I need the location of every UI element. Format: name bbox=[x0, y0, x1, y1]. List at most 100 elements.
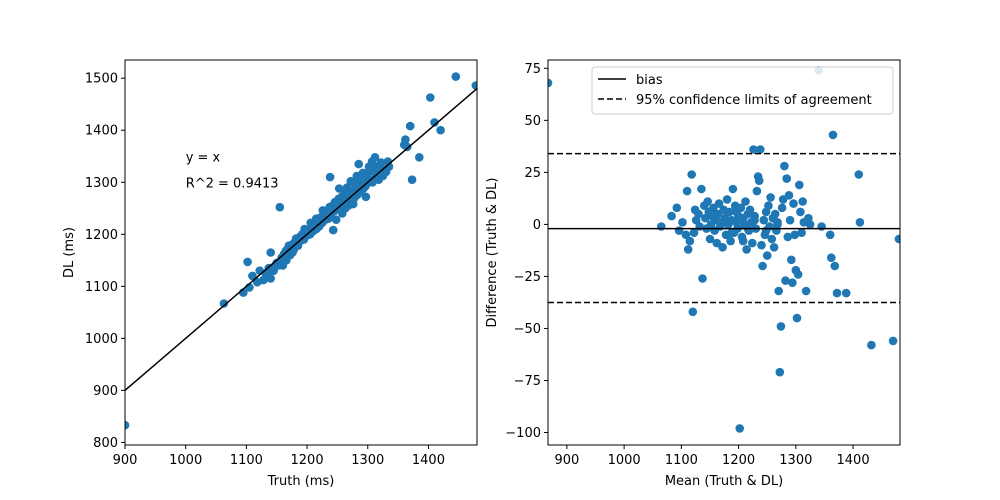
y-tick-label: −25 bbox=[514, 270, 541, 285]
x-tick-label: 1100 bbox=[230, 453, 263, 468]
data-point bbox=[705, 234, 715, 244]
data-point bbox=[402, 142, 412, 152]
data-point bbox=[698, 274, 707, 283]
data-point bbox=[683, 245, 693, 254]
data-point bbox=[784, 191, 794, 200]
r-squared-annotation: R^2 = 0.9413 bbox=[186, 176, 279, 191]
data-point bbox=[728, 184, 738, 194]
data-point bbox=[401, 135, 410, 144]
identity-line bbox=[124, 88, 478, 391]
data-point bbox=[451, 72, 461, 81]
y-tick-label: 1400 bbox=[85, 124, 118, 139]
bland-altman-points bbox=[548, 66, 900, 433]
right-x-ticks: 900 1000 1100 1200 1300 1400 bbox=[554, 445, 870, 468]
data-point bbox=[306, 218, 316, 228]
y-tick-label: 1500 bbox=[85, 72, 118, 87]
x-tick-label: 1000 bbox=[169, 453, 202, 468]
data-point bbox=[797, 228, 806, 237]
data-point bbox=[749, 145, 758, 154]
legend-limits-label: 95% confidence limits of agreement bbox=[636, 93, 872, 108]
data-point bbox=[790, 230, 799, 240]
x-tick-label: 900 bbox=[113, 453, 138, 468]
right-axes-frame bbox=[547, 59, 901, 446]
data-point bbox=[773, 218, 782, 227]
data-point bbox=[697, 184, 706, 194]
y-tick-label: 1100 bbox=[85, 280, 118, 295]
data-point bbox=[259, 275, 268, 285]
y-tick-label: 50 bbox=[524, 114, 541, 129]
data-point bbox=[769, 243, 779, 252]
data-point bbox=[687, 170, 696, 179]
data-point bbox=[376, 158, 386, 167]
data-point bbox=[288, 248, 297, 257]
data-point bbox=[726, 236, 735, 246]
data-point bbox=[752, 186, 762, 196]
legend: bias 95% confidence limits of agreement bbox=[591, 66, 894, 115]
data-point bbox=[342, 183, 352, 192]
data-point bbox=[782, 174, 791, 183]
data-point bbox=[759, 215, 769, 225]
left-x-axis-label: Truth (ms) bbox=[267, 474, 335, 489]
data-point bbox=[783, 232, 793, 242]
x-tick-label: 1000 bbox=[608, 453, 641, 468]
data-point bbox=[318, 206, 328, 215]
data-point bbox=[325, 172, 335, 182]
data-point bbox=[789, 199, 798, 208]
data-point bbox=[785, 215, 795, 225]
data-point bbox=[667, 211, 676, 221]
data-point bbox=[855, 218, 865, 227]
data-point bbox=[732, 207, 741, 217]
data-point bbox=[788, 278, 797, 288]
data-point bbox=[828, 130, 838, 140]
data-point bbox=[854, 170, 864, 179]
x-tick-label: 1100 bbox=[665, 453, 698, 468]
right-y-ticks: −100 −75 −50 −25 0 25 50 75 bbox=[505, 62, 548, 441]
data-point bbox=[798, 197, 807, 206]
legend-box bbox=[591, 66, 894, 115]
data-point bbox=[867, 340, 876, 350]
data-point bbox=[694, 209, 703, 219]
data-point bbox=[817, 222, 826, 231]
data-point bbox=[780, 161, 789, 171]
y-tick-label: −50 bbox=[514, 322, 541, 337]
data-point bbox=[754, 176, 764, 185]
data-point bbox=[300, 224, 309, 234]
data-point bbox=[758, 261, 767, 271]
data-point bbox=[745, 205, 755, 215]
left-axes-frame bbox=[124, 59, 478, 446]
data-point bbox=[436, 125, 445, 135]
data-point bbox=[738, 236, 748, 246]
data-point bbox=[681, 230, 691, 240]
data-point bbox=[770, 209, 780, 219]
data-point bbox=[685, 236, 695, 246]
legend-bias-label: bias bbox=[636, 73, 663, 88]
y-tick-label: 1200 bbox=[85, 228, 118, 243]
data-point bbox=[703, 197, 712, 206]
data-point bbox=[348, 199, 358, 209]
data-point bbox=[430, 118, 439, 127]
identity-annotation: y = x bbox=[186, 150, 221, 165]
data-point bbox=[370, 153, 380, 162]
y-tick-label: −75 bbox=[514, 374, 541, 389]
data-point bbox=[827, 253, 836, 262]
x-tick-label: 1300 bbox=[351, 453, 384, 468]
data-point bbox=[407, 175, 417, 184]
truth-vs-dl-panel: 900 1000 1100 1200 1300 1400 800 900 1000 1100 12… bbox=[62, 59, 478, 489]
data-point bbox=[830, 261, 840, 271]
data-point bbox=[776, 322, 786, 331]
data-point bbox=[841, 288, 851, 298]
y-tick-label: 1300 bbox=[85, 176, 118, 191]
left-x-ticks: 900 1000 1100 1200 1300 1400 bbox=[113, 445, 445, 468]
data-point bbox=[266, 248, 276, 257]
x-tick-label: 900 bbox=[554, 453, 579, 468]
data-point bbox=[672, 203, 682, 213]
data-point bbox=[682, 186, 692, 196]
data-point bbox=[894, 234, 900, 244]
data-point bbox=[764, 201, 773, 210]
data-point bbox=[354, 159, 364, 169]
data-point bbox=[718, 243, 727, 252]
y-tick-label: −100 bbox=[505, 426, 541, 441]
data-point bbox=[792, 313, 802, 323]
data-point bbox=[415, 153, 424, 162]
